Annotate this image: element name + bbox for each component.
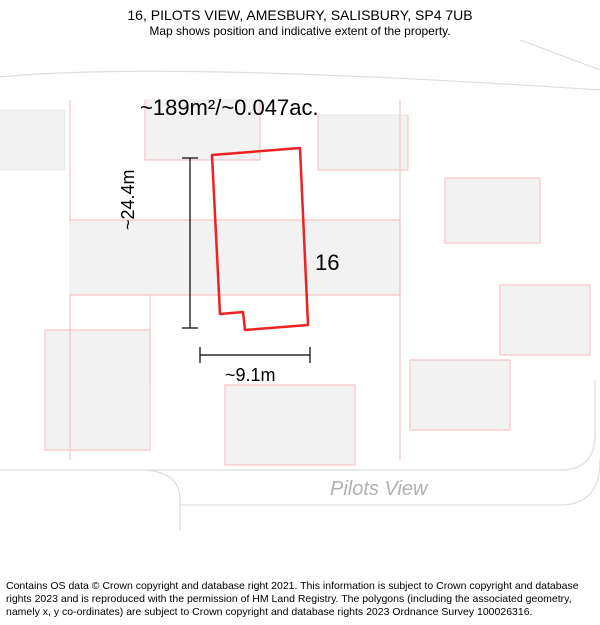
building-3 — [445, 178, 540, 243]
plot-number-label: 16 — [315, 250, 339, 276]
building-4 — [500, 285, 590, 355]
page-title: 16, PILOTS VIEW, AMESBURY, SALISBURY, SP… — [0, 0, 600, 24]
building-2 — [318, 115, 408, 170]
area-label: ~189m²/~0.047ac. — [140, 95, 319, 121]
building-6 — [225, 385, 355, 465]
height-label: ~24.4m — [118, 169, 139, 230]
building-0 — [70, 220, 400, 295]
width-label: ~9.1m — [225, 365, 276, 386]
map-canvas: ~189m²/~0.047ac. ~24.4m ~9.1m 16 Pilots … — [0, 40, 600, 530]
building-5 — [410, 360, 510, 430]
building-8 — [0, 110, 65, 170]
street-name-label: Pilots View — [330, 478, 427, 501]
copyright-footer: Contains OS data © Crown copyright and d… — [6, 580, 594, 619]
map-document: 16, PILOTS VIEW, AMESBURY, SALISBURY, SP… — [0, 0, 600, 625]
building-7 — [45, 330, 150, 450]
page-subtitle: Map shows position and indicative extent… — [0, 24, 600, 40]
